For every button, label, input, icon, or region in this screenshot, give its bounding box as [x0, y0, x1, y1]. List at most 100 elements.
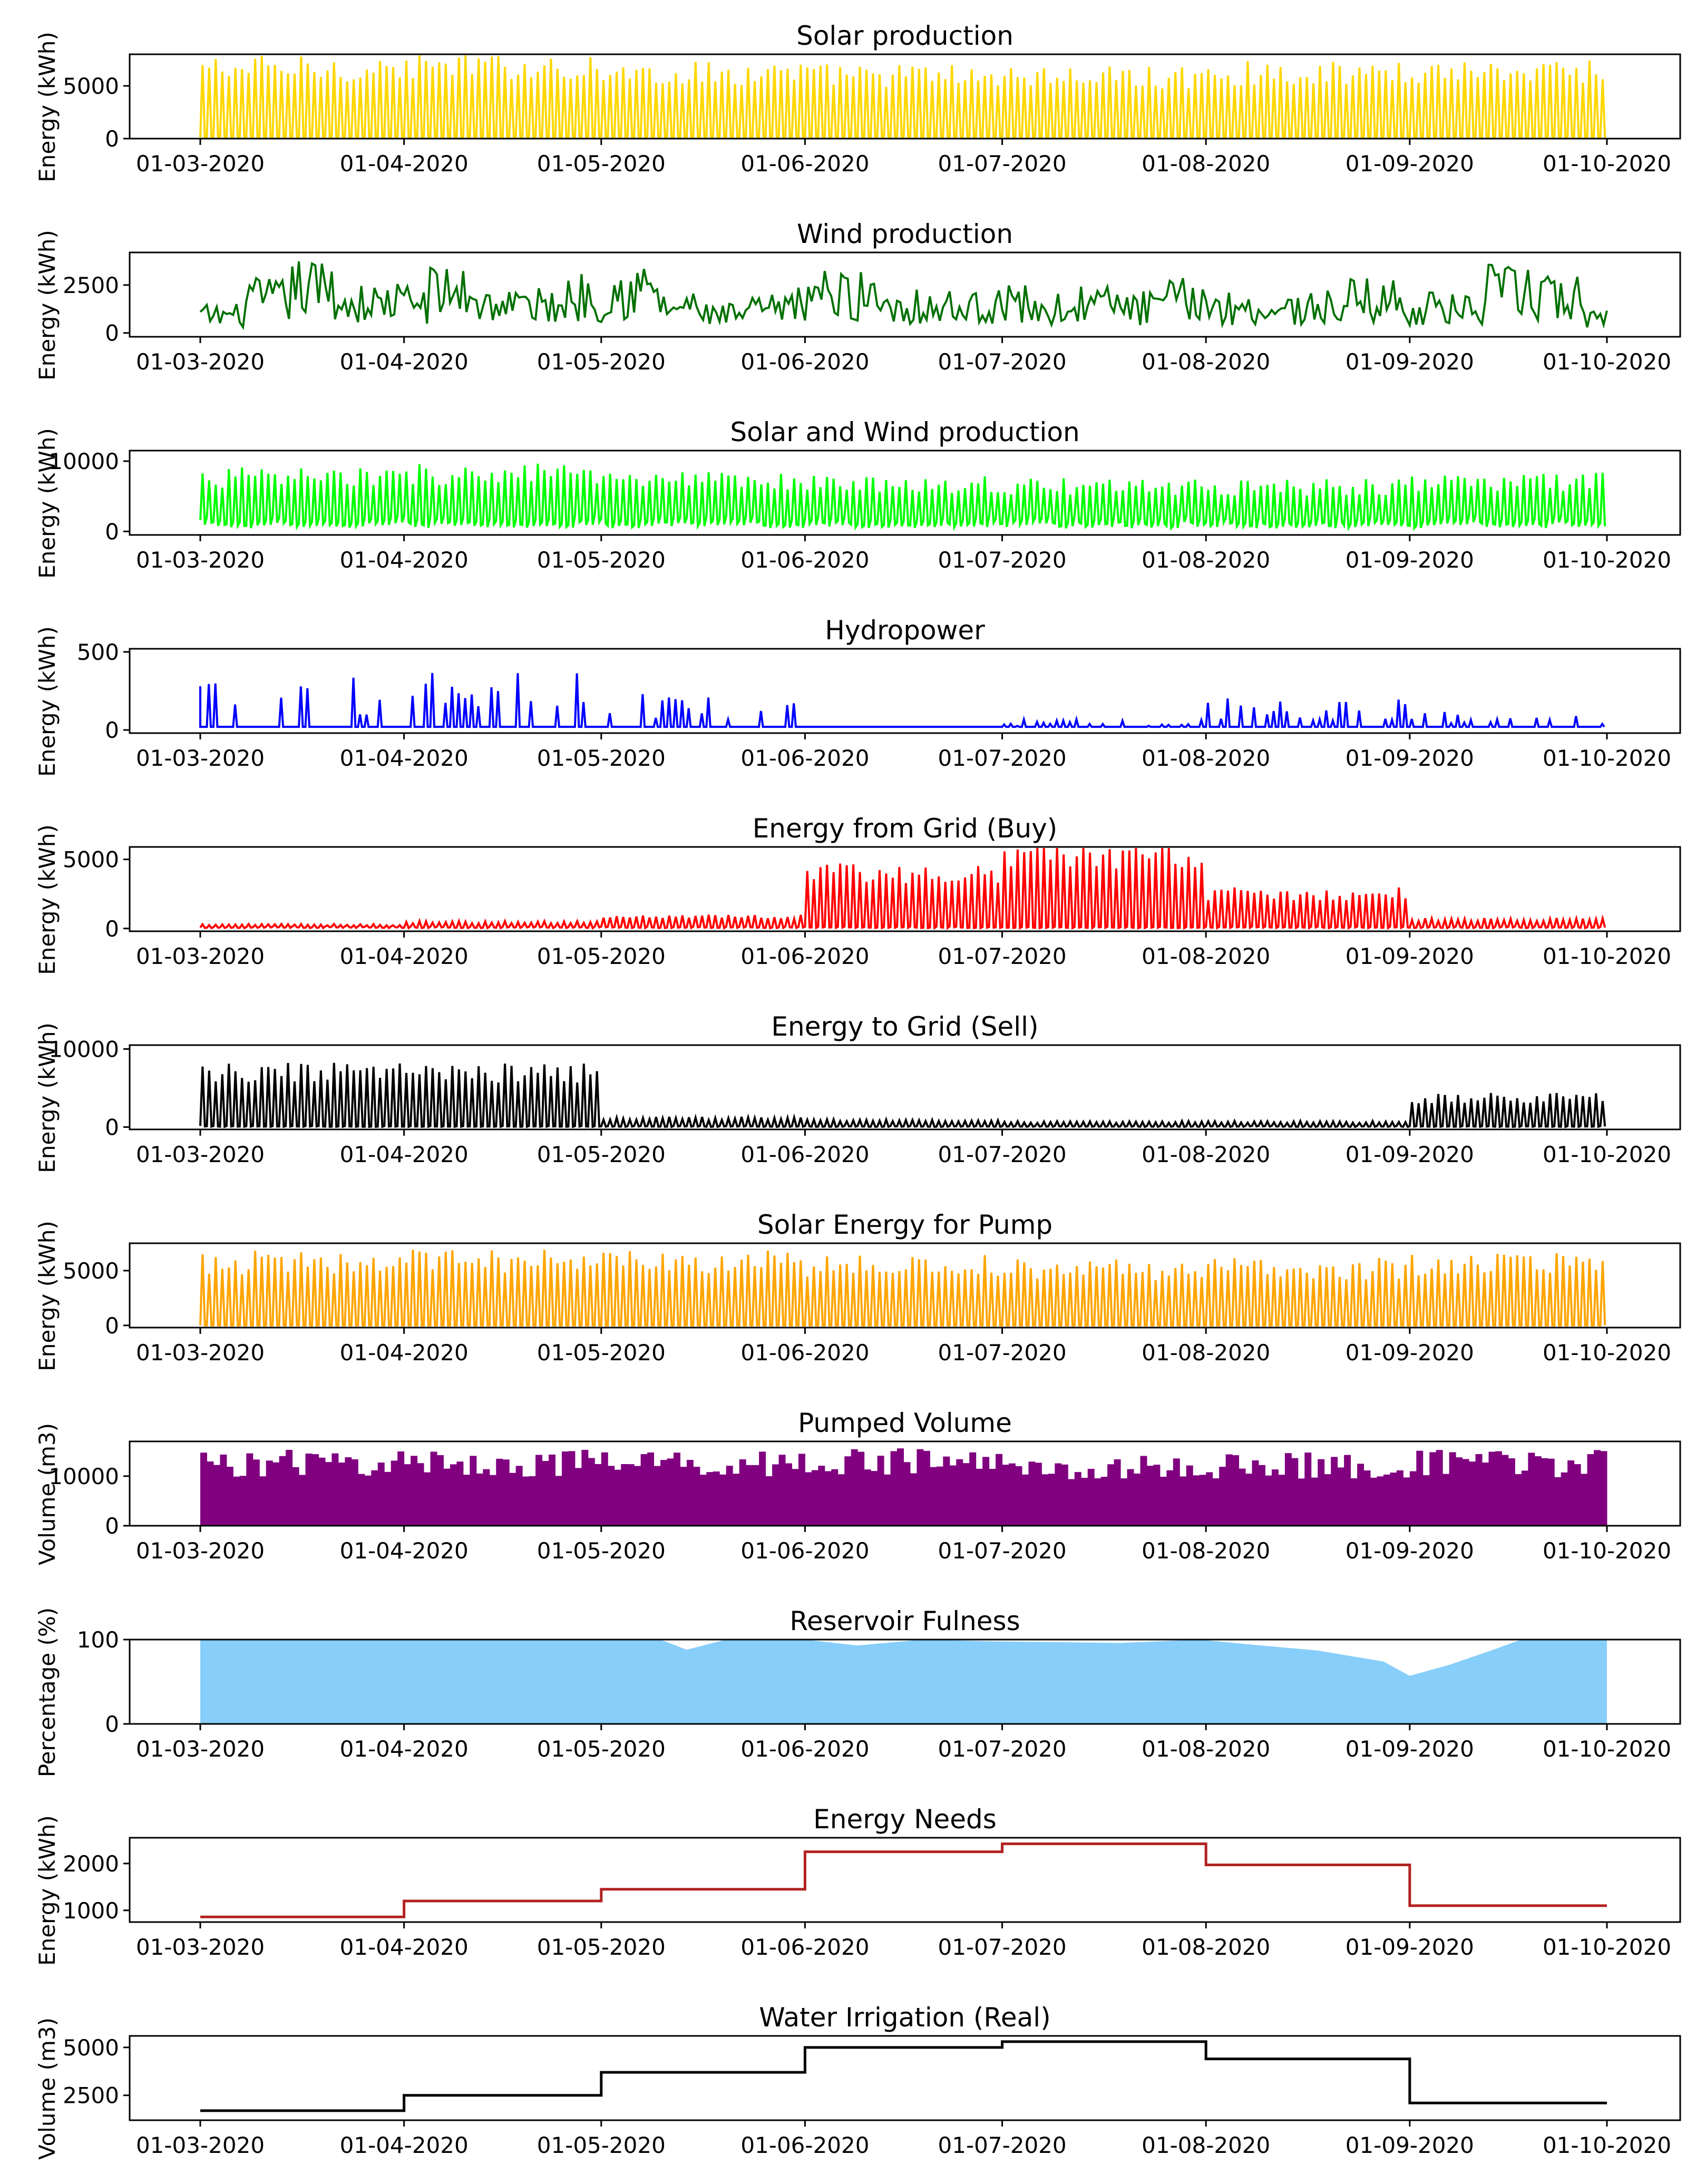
data-bar — [614, 1469, 621, 1526]
y-tick-label: 2500 — [63, 272, 119, 298]
data-bar — [837, 1474, 845, 1526]
axes-frame — [129, 53, 1681, 140]
data-bar — [1396, 1470, 1403, 1526]
data-bar — [640, 1454, 648, 1526]
data-bar — [647, 1452, 655, 1526]
data-bar — [877, 1456, 884, 1526]
data-bar — [1515, 1474, 1522, 1526]
data-bar — [1587, 1454, 1594, 1526]
data-bar — [1429, 1452, 1437, 1526]
data-bar — [759, 1451, 766, 1526]
x-tick-label: 01-04-2020 — [340, 1934, 469, 1960]
y-tick-label: 5000 — [63, 1258, 119, 1284]
chart-panel-5: Energy to Grid (Sell) Energy (kWh) 0 10000 0… — [34, 1011, 1681, 1173]
data-bar — [1574, 1464, 1581, 1526]
data-bar — [956, 1459, 963, 1526]
y-axis-label: Energy (kWh) — [34, 626, 60, 777]
data-bar — [1311, 1477, 1318, 1526]
data-bar — [1002, 1465, 1009, 1526]
x-tick-label: 01-05-2020 — [537, 1538, 666, 1564]
data-bar — [1061, 1464, 1068, 1526]
data-bar — [417, 1463, 424, 1526]
data-bar — [391, 1460, 398, 1526]
data-bar — [1403, 1477, 1410, 1526]
data-bar — [1173, 1458, 1180, 1526]
data-bar — [1390, 1473, 1397, 1526]
data-bar — [252, 1459, 260, 1526]
x-tick-label: 01-08-2020 — [1142, 1142, 1270, 1167]
data-bar — [1416, 1450, 1424, 1526]
data-bar — [778, 1455, 786, 1526]
series-line — [199, 1062, 1606, 1128]
data-bar — [1134, 1474, 1140, 1526]
data-bar — [338, 1462, 345, 1526]
x-tick-label: 01-07-2020 — [938, 1340, 1067, 1366]
data-bar — [1370, 1477, 1377, 1526]
data-bar — [207, 1461, 214, 1526]
data-bar — [299, 1475, 306, 1526]
data-bar — [561, 1451, 569, 1526]
y-tick-label: 0 — [105, 1313, 119, 1339]
data-bar — [1048, 1474, 1055, 1526]
x-tick-label: 01-03-2020 — [136, 943, 265, 969]
x-tick-label: 01-03-2020 — [136, 1340, 265, 1366]
x-tick-label: 01-10-2020 — [1543, 745, 1671, 771]
data-bar — [476, 1473, 483, 1526]
data-bar — [443, 1468, 451, 1526]
data-bar — [1232, 1455, 1240, 1526]
x-tick-label: 01-03-2020 — [136, 745, 265, 771]
data-bar — [1271, 1469, 1279, 1526]
data-bar — [1495, 1451, 1502, 1526]
data-bar — [535, 1455, 543, 1526]
y-tick-label: 10000 — [48, 1464, 119, 1489]
x-tick-label: 01-10-2020 — [1543, 547, 1671, 573]
x-tick-label: 01-09-2020 — [1346, 1934, 1474, 1960]
x-tick-label: 01-03-2020 — [136, 1142, 265, 1167]
x-tick-label: 01-08-2020 — [1142, 547, 1270, 573]
x-tick-label: 01-09-2020 — [1346, 151, 1474, 177]
data-bar — [200, 1452, 207, 1526]
data-bar — [1567, 1460, 1575, 1526]
data-bar — [529, 1476, 536, 1526]
data-bar — [1094, 1478, 1101, 1526]
data-bar — [1081, 1478, 1088, 1526]
data-bar — [318, 1457, 326, 1526]
axes-frame — [129, 648, 1681, 734]
x-tick-label: 01-08-2020 — [1142, 943, 1270, 969]
x-tick-label: 01-10-2020 — [1543, 1934, 1671, 1960]
data-bar — [969, 1452, 977, 1526]
data-bar — [654, 1466, 661, 1526]
data-bar — [1041, 1474, 1049, 1526]
x-tick-label: 01-06-2020 — [740, 745, 869, 771]
x-tick-label: 01-04-2020 — [340, 151, 469, 177]
data-bar — [404, 1464, 411, 1526]
data-bar — [489, 1475, 496, 1526]
data-bar — [608, 1466, 615, 1526]
axes-frame — [129, 1044, 1681, 1130]
x-tick-label: 01-04-2020 — [340, 547, 469, 573]
x-tick-label: 01-10-2020 — [1543, 1142, 1671, 1167]
data-bar — [1258, 1465, 1265, 1526]
data-bar — [1304, 1452, 1312, 1526]
data-bar — [884, 1474, 891, 1526]
chart-panel-4: Energy from Grid (Buy) Energy (kWh) 0 5000 0… — [34, 813, 1681, 975]
data-bar — [1409, 1471, 1417, 1526]
x-tick-label: 01-07-2020 — [938, 745, 1067, 771]
panel-title: Reservoir Fulness — [789, 1606, 1020, 1636]
x-tick-label: 01-03-2020 — [136, 2132, 265, 2158]
data-bar — [713, 1471, 720, 1526]
x-tick-label: 01-05-2020 — [537, 1736, 666, 1762]
series-line — [199, 463, 1606, 532]
data-bar — [1541, 1458, 1548, 1526]
data-bar — [765, 1476, 773, 1526]
x-tick-label: 01-09-2020 — [1346, 547, 1474, 573]
data-bar — [450, 1464, 457, 1526]
x-tick-label: 01-07-2020 — [938, 151, 1067, 177]
axes-frame — [129, 251, 1681, 338]
data-bar — [1291, 1458, 1299, 1526]
data-bar — [220, 1454, 227, 1526]
data-bar — [1554, 1477, 1562, 1526]
data-bar — [1600, 1451, 1607, 1526]
y-tick-label: 0 — [105, 519, 119, 544]
data-bar — [305, 1454, 313, 1526]
